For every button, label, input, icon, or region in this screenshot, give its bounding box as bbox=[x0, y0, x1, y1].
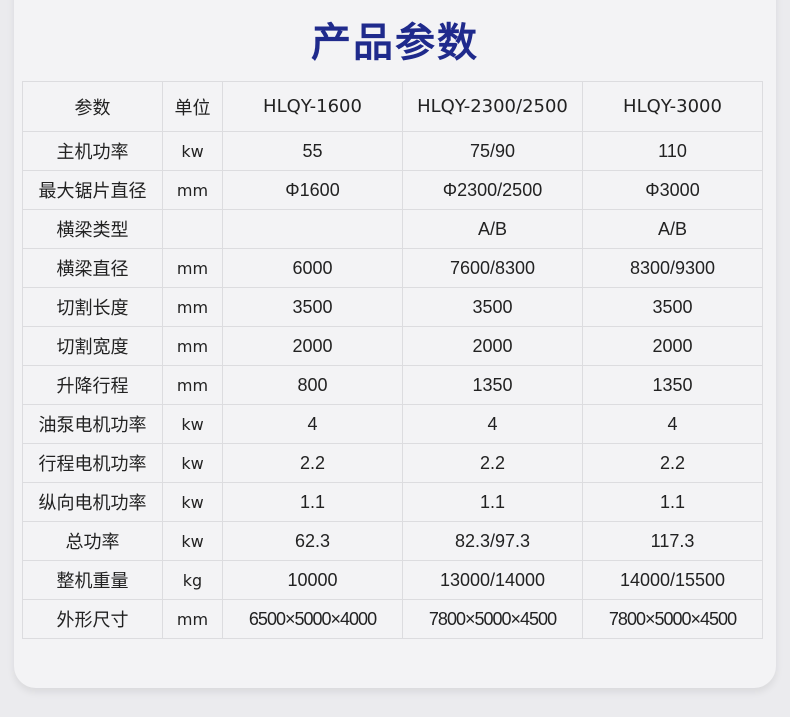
cell-param-name: 最大锯片直径 bbox=[22, 170, 163, 210]
header-hlqy-3000: HLQY-3000 bbox=[582, 81, 763, 132]
cell-hlqy-3000: 2000 bbox=[582, 326, 763, 366]
cell-hlqy-3000: Φ3000 bbox=[582, 170, 763, 210]
cell-hlqy-1600 bbox=[222, 209, 403, 249]
cell-unit: kw bbox=[162, 131, 223, 171]
cell-hlqy-2300-2500: 7800×5000×4500 bbox=[402, 599, 583, 639]
cell-hlqy-3000: 8300/9300 bbox=[582, 248, 763, 288]
header-unit: 单位 bbox=[162, 81, 223, 132]
cell-param-name: 切割宽度 bbox=[22, 326, 163, 366]
cell-hlqy-1600: 3500 bbox=[222, 287, 403, 327]
header-hlqy-1600: HLQY-1600 bbox=[222, 81, 403, 132]
cell-hlqy-1600: 800 bbox=[222, 365, 403, 405]
table-header-row: 参数 单位 HLQY-1600 HLQY-2300/2500 HLQY-3000 bbox=[22, 81, 763, 132]
cell-hlqy-2300-2500: 75/90 bbox=[402, 131, 583, 171]
cell-param-name: 整机重量 bbox=[22, 560, 163, 600]
cell-hlqy-1600: 1.1 bbox=[222, 482, 403, 522]
table-row: 横梁类型 A/B A/B bbox=[22, 209, 763, 249]
cell-hlqy-1600: 6500×5000×4000 bbox=[222, 599, 403, 639]
cell-unit: kg bbox=[162, 560, 223, 600]
header-hlqy-2300-2500: HLQY-2300/2500 bbox=[402, 81, 583, 132]
cell-hlqy-2300-2500: A/B bbox=[402, 209, 583, 249]
page-title: 产品参数 bbox=[311, 20, 479, 66]
cell-param-name: 行程电机功率 bbox=[22, 443, 163, 483]
cell-param-name: 油泵电机功率 bbox=[22, 404, 163, 444]
cell-hlqy-3000: 4 bbox=[582, 404, 763, 444]
cell-param-name: 升降行程 bbox=[22, 365, 163, 405]
table-row: 油泵电机功率 kw 4 4 4 bbox=[22, 404, 763, 444]
cell-hlqy-1600: 2000 bbox=[222, 326, 403, 366]
cell-hlqy-2300-2500: 13000/14000 bbox=[402, 560, 583, 600]
table-row: 横梁直径 mm 6000 7600/8300 8300/9300 bbox=[22, 248, 763, 288]
cell-hlqy-2300-2500: 4 bbox=[402, 404, 583, 444]
cell-hlqy-3000: A/B bbox=[582, 209, 763, 249]
cell-hlqy-2300-2500: Φ2300/2500 bbox=[402, 170, 583, 210]
cell-unit: kw bbox=[162, 443, 223, 483]
cell-hlqy-3000: 1350 bbox=[582, 365, 763, 405]
spec-table: 参数 单位 HLQY-1600 HLQY-2300/2500 HLQY-3000 主机功率… bbox=[22, 81, 763, 639]
cell-hlqy-1600: 4 bbox=[222, 404, 403, 444]
table-row: 外形尺寸 mm 6500×5000×4000 7800×5000×4500 7800×5… bbox=[22, 599, 763, 639]
cell-unit: mm bbox=[162, 365, 223, 405]
table-row: 行程电机功率 kw 2.2 2.2 2.2 bbox=[22, 443, 763, 483]
table-row: 升降行程 mm 800 1350 1350 bbox=[22, 365, 763, 405]
cell-hlqy-1600: 55 bbox=[222, 131, 403, 171]
cell-hlqy-3000: 3500 bbox=[582, 287, 763, 327]
cell-hlqy-2300-2500: 1350 bbox=[402, 365, 583, 405]
cell-param-name: 外形尺寸 bbox=[22, 599, 163, 639]
header-param-name: 参数 bbox=[22, 81, 163, 132]
cell-hlqy-2300-2500: 2000 bbox=[402, 326, 583, 366]
cell-hlqy-1600: Φ1600 bbox=[222, 170, 403, 210]
cell-hlqy-3000: 110 bbox=[582, 131, 763, 171]
cell-hlqy-2300-2500: 2.2 bbox=[402, 443, 583, 483]
table-row: 主机功率 kw 55 75/90 110 bbox=[22, 131, 763, 171]
cell-param-name: 横梁直径 bbox=[22, 248, 163, 288]
cell-unit: kw bbox=[162, 482, 223, 522]
table-row: 纵向电机功率 kw 1.1 1.1 1.1 bbox=[22, 482, 763, 522]
cell-hlqy-1600: 2.2 bbox=[222, 443, 403, 483]
cell-unit: mm bbox=[162, 170, 223, 210]
cell-hlqy-3000: 117.3 bbox=[582, 521, 763, 561]
cell-hlqy-1600: 6000 bbox=[222, 248, 403, 288]
cell-hlqy-2300-2500: 82.3/97.3 bbox=[402, 521, 583, 561]
table-row: 最大锯片直径 mm Φ1600 Φ2300/2500 Φ3000 bbox=[22, 170, 763, 210]
cell-unit: mm bbox=[162, 599, 223, 639]
cell-unit: mm bbox=[162, 248, 223, 288]
table-row: 整机重量 kg 10000 13000/14000 14000/15500 bbox=[22, 560, 763, 600]
cell-param-name: 纵向电机功率 bbox=[22, 482, 163, 522]
cell-hlqy-2300-2500: 1.1 bbox=[402, 482, 583, 522]
cell-hlqy-2300-2500: 3500 bbox=[402, 287, 583, 327]
cell-hlqy-1600: 10000 bbox=[222, 560, 403, 600]
cell-unit: mm bbox=[162, 287, 223, 327]
cell-hlqy-3000: 1.1 bbox=[582, 482, 763, 522]
cell-param-name: 主机功率 bbox=[22, 131, 163, 171]
cell-param-name: 总功率 bbox=[22, 521, 163, 561]
cell-hlqy-3000: 14000/15500 bbox=[582, 560, 763, 600]
cell-hlqy-2300-2500: 7600/8300 bbox=[402, 248, 583, 288]
cell-param-name: 横梁类型 bbox=[22, 209, 163, 249]
cell-param-name: 切割长度 bbox=[22, 287, 163, 327]
cell-hlqy-3000: 2.2 bbox=[582, 443, 763, 483]
table-row: 切割宽度 mm 2000 2000 2000 bbox=[22, 326, 763, 366]
cell-unit bbox=[162, 209, 223, 249]
cell-unit: kw bbox=[162, 404, 223, 444]
cell-hlqy-1600: 62.3 bbox=[222, 521, 403, 561]
table-row: 切割长度 mm 3500 3500 3500 bbox=[22, 287, 763, 327]
cell-hlqy-3000: 7800×5000×4500 bbox=[582, 599, 763, 639]
table-row: 总功率 kw 62.3 82.3/97.3 117.3 bbox=[22, 521, 763, 561]
cell-unit: mm bbox=[162, 326, 223, 366]
cell-unit: kw bbox=[162, 521, 223, 561]
